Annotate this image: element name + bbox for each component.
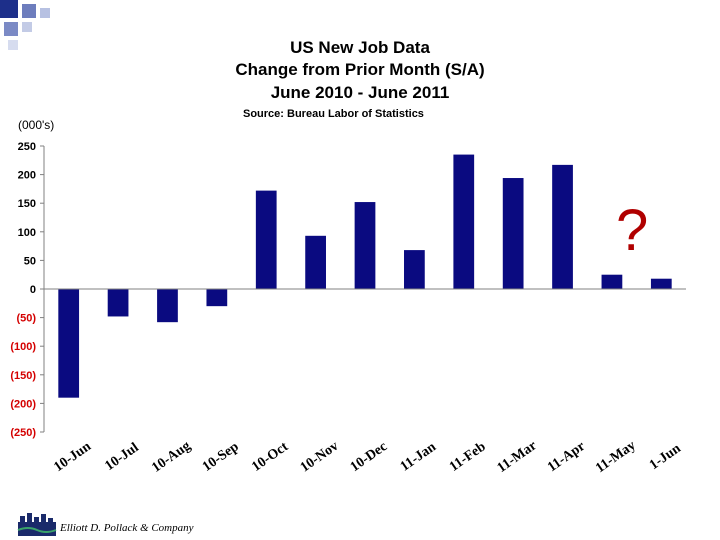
y-tick-label: (50) xyxy=(16,313,36,325)
bar xyxy=(502,178,524,289)
corner-squares xyxy=(0,0,50,50)
y-tick-label: 50 xyxy=(24,255,36,267)
y-tick-label: (200) xyxy=(10,398,36,410)
bar xyxy=(354,202,376,289)
bar xyxy=(255,190,277,289)
y-tick-label: 100 xyxy=(18,227,36,239)
y-tick-label: 150 xyxy=(18,198,36,210)
y-tick-labels: 250 200 150 100 50 0 (50) (100) (150) (200) (250) xyxy=(10,141,44,439)
bar xyxy=(601,274,623,289)
bar-series xyxy=(58,154,672,398)
y-axis-units: (000's) xyxy=(18,118,55,132)
chart-title: US New Job Data xyxy=(290,38,430,57)
bar xyxy=(107,289,129,317)
bar xyxy=(206,289,228,307)
bar xyxy=(650,278,672,289)
bar xyxy=(58,289,80,398)
bar xyxy=(157,289,178,323)
bar xyxy=(305,235,326,289)
chart-subtitle-2: June 2010 - June 2011 xyxy=(270,83,450,102)
question-mark-annotation: ? xyxy=(616,198,648,263)
y-tick-label: (150) xyxy=(10,370,36,382)
y-tick-label: 200 xyxy=(18,170,36,182)
bar xyxy=(453,154,475,289)
y-tick-label: (100) xyxy=(10,341,36,353)
y-tick-label: (250) xyxy=(10,427,36,439)
company-name: Elliott D. Pollack & Company xyxy=(60,522,194,534)
chart-subtitle-1: Change from Prior Month (S/A) xyxy=(235,60,485,79)
bar xyxy=(404,250,425,289)
chart-source: Source: Bureau Labor of Statistics xyxy=(243,108,424,120)
y-tick-label: 250 xyxy=(18,141,36,153)
skyline-logo-icon xyxy=(17,513,57,536)
y-tick-label: 0 xyxy=(30,284,36,296)
bar xyxy=(552,164,573,289)
